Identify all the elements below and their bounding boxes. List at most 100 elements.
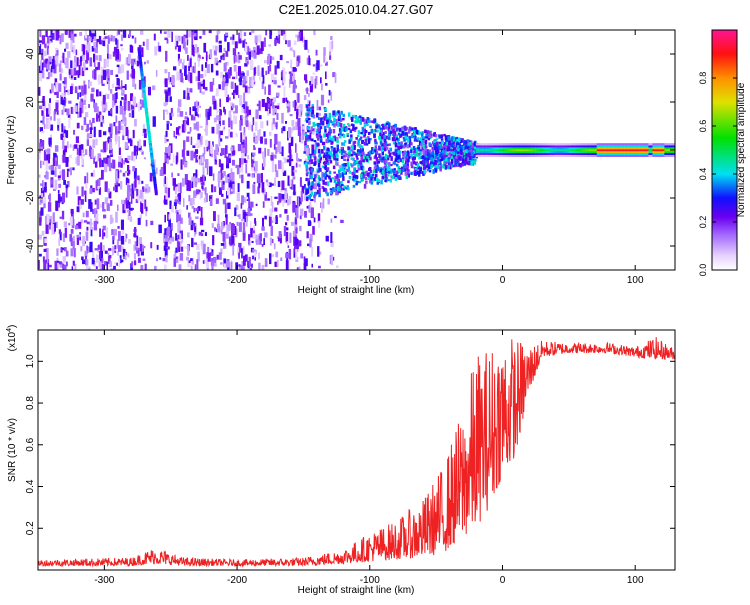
heatmap-cell xyxy=(523,150,526,154)
heatmap-cell xyxy=(320,77,322,84)
heatmap-cell xyxy=(86,50,90,61)
heatmap-cell xyxy=(381,144,384,147)
heatmap-cell xyxy=(140,30,144,35)
heatmap-cell xyxy=(668,145,670,148)
heatmap-cell xyxy=(116,64,120,68)
heatmap-cell xyxy=(241,195,244,205)
heatmap-cell xyxy=(223,181,225,185)
heatmap-cell xyxy=(587,152,589,155)
heatmap-cell xyxy=(432,169,435,174)
heatmap-cell xyxy=(647,145,649,148)
heatmap-cell xyxy=(502,154,505,157)
heatmap-cell xyxy=(463,162,467,166)
heatmap-cell xyxy=(490,149,493,152)
heatmap-cell xyxy=(478,147,481,150)
heatmap-cell xyxy=(663,149,665,152)
heatmap-cell xyxy=(279,214,282,218)
heatmap-cell xyxy=(164,78,168,88)
heatmap-cell xyxy=(547,145,550,148)
heatmap-cell xyxy=(142,186,145,193)
heatmap-cell xyxy=(137,195,141,201)
heatmap-cell xyxy=(383,170,387,172)
heatmap-cell xyxy=(213,257,217,264)
heatmap-cell xyxy=(303,44,305,48)
heatmap-cell xyxy=(76,57,79,67)
heatmap-cell xyxy=(107,35,110,44)
heatmap-cell xyxy=(206,167,209,175)
heatmap-cell xyxy=(276,92,280,97)
heatmap-cell xyxy=(433,145,437,150)
heatmap-cell xyxy=(79,59,82,70)
heatmap-cell xyxy=(596,143,599,146)
heatmap-cell xyxy=(389,147,392,151)
heatmap-cell xyxy=(390,156,393,161)
heatmap-cell xyxy=(134,177,137,187)
heatmap-cell xyxy=(374,138,377,142)
heatmap-cell xyxy=(454,160,457,164)
heatmap-cell xyxy=(661,143,664,146)
heatmap-cell xyxy=(292,85,296,93)
heatmap-cell xyxy=(357,160,361,165)
heatmap-cell xyxy=(309,233,313,242)
heatmap-cell xyxy=(309,202,312,213)
heatmap-cell xyxy=(501,152,503,155)
heatmap-cell xyxy=(559,150,562,154)
heatmap-cell xyxy=(338,114,342,119)
heatmap-cell xyxy=(491,154,494,157)
heatmap-cell xyxy=(519,152,522,155)
heatmap-cell xyxy=(631,147,633,150)
heatmap-cell xyxy=(329,160,333,164)
heatmap-cell xyxy=(231,159,235,166)
heatmap-cell xyxy=(91,30,95,34)
heatmap-cell xyxy=(218,115,221,121)
heatmap-cell xyxy=(447,135,451,138)
heatmap-cell xyxy=(456,159,459,164)
heatmap-cell xyxy=(308,195,311,200)
heatmap-cell xyxy=(46,108,50,117)
heatmap-cell xyxy=(404,142,407,146)
heatmap-cell xyxy=(578,149,580,152)
heatmap-cell xyxy=(373,149,377,153)
heatmap-cell xyxy=(406,166,409,171)
heatmap-cell xyxy=(422,162,426,167)
heatmap-cell xyxy=(402,163,406,167)
heatmap-cell xyxy=(63,62,67,65)
heatmap-cell xyxy=(292,79,296,87)
heatmap-cell xyxy=(93,220,98,231)
heatmap-cell xyxy=(159,257,162,260)
heatmap-cell xyxy=(590,149,592,152)
heatmap-cell xyxy=(336,147,339,152)
heatmap-cell xyxy=(659,154,661,157)
heatmap-cell xyxy=(568,143,571,146)
heatmap-cell xyxy=(50,124,54,131)
heatmap-cell xyxy=(572,150,575,154)
heatmap-cell xyxy=(425,165,429,168)
heatmap-cell xyxy=(550,149,552,152)
heatmap-cell xyxy=(375,141,378,145)
heatmap-cell xyxy=(218,252,222,260)
heatmap-cell xyxy=(378,125,381,129)
heatmap-cell xyxy=(292,230,297,239)
heatmap-cell xyxy=(306,134,309,139)
heatmap-cell xyxy=(324,181,328,186)
heatmap-cell xyxy=(426,160,429,165)
heatmap-cell xyxy=(583,149,585,152)
heatmap-cell xyxy=(318,167,321,171)
heatmap-cell xyxy=(588,145,591,148)
x-tick-label: 0 xyxy=(500,275,506,286)
heatmap-cell xyxy=(239,73,243,76)
heatmap-cell xyxy=(395,137,399,141)
heatmap-cell xyxy=(196,103,199,113)
heatmap-cell xyxy=(535,149,538,152)
heatmap-cell xyxy=(197,82,201,90)
heatmap-cell xyxy=(171,75,175,86)
heatmap-cell xyxy=(271,238,274,244)
heatmap-cell xyxy=(164,248,168,257)
heatmap-cell xyxy=(166,121,170,124)
heatmap-cell xyxy=(656,149,658,152)
heatmap-cell xyxy=(60,248,62,251)
heatmap-cell xyxy=(244,63,248,67)
heatmap-cell xyxy=(544,145,547,148)
heatmap-cell xyxy=(230,81,234,89)
heatmap-cell xyxy=(259,71,261,81)
